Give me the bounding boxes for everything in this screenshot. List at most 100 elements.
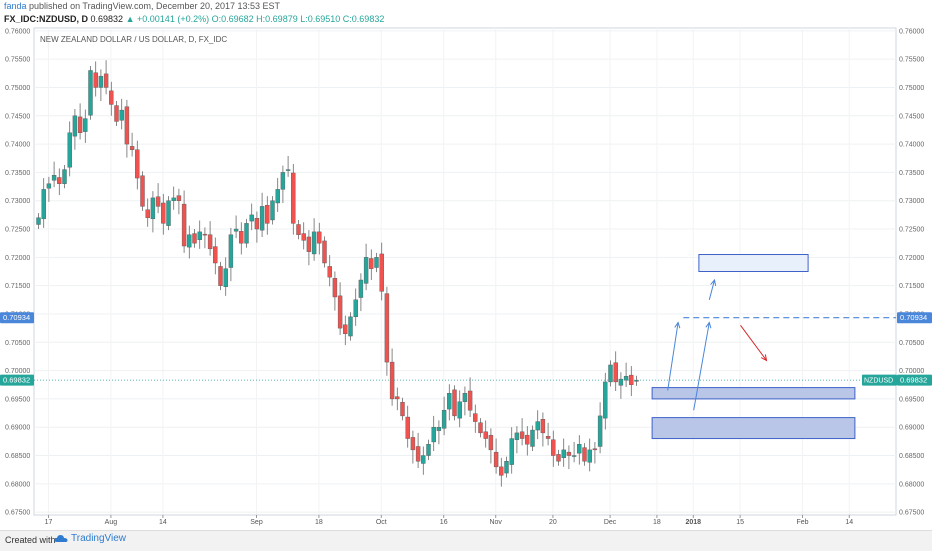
candle-body (540, 419, 546, 434)
high-value: H:0.69879 (256, 14, 298, 24)
candle-body (556, 454, 561, 462)
y-tick-label-right: 0.68500 (899, 453, 924, 460)
price-label-left (0, 374, 34, 386)
y-tick-label-right: 0.76000 (899, 28, 924, 35)
price-value-right: 0.69832 (900, 376, 927, 385)
candle-body (618, 378, 624, 386)
time-axis[interactable]: 17 Aug 14 Sep 18 Oct 16 Nov 20 Dec 18 2018 15 Feb 14 (34, 514, 896, 526)
candle-body (374, 257, 379, 268)
chart-header: fanda published on TradingView.com, Dece… (0, 0, 932, 28)
blue-arrow-upper-head (710, 278, 717, 286)
red-arrow-down-head (760, 354, 768, 362)
candle-body (150, 197, 156, 220)
candle-body (447, 393, 452, 410)
candle-body (421, 455, 426, 464)
candle-body (140, 175, 145, 207)
y-tick-label-right: 0.74500 (899, 113, 924, 120)
y-tick-label-left: 0.71500 (5, 283, 30, 290)
candle-body (603, 381, 608, 419)
y-tick-label-right: 0.69500 (899, 396, 924, 403)
candle-body (551, 439, 556, 456)
left-price-axis[interactable]: 0.67500 0.68000 0.68500 0.69000 0.69500 0.700… (5, 28, 30, 516)
low-value: L:0.69510 (300, 14, 341, 24)
y-tick-label-left: 0.72500 (5, 227, 30, 234)
candle-body (306, 236, 312, 252)
candle-body (88, 70, 93, 116)
x-tick-label: Feb (796, 519, 808, 526)
candle-body (462, 393, 468, 402)
tradingview-brand[interactable]: TradingView (54, 533, 126, 544)
y-tick-label-left: 0.70000 (5, 368, 30, 375)
y-tick-label-right: 0.70000 (899, 368, 924, 375)
candle-body (109, 90, 114, 105)
candle-body (166, 200, 171, 226)
grid-lines (34, 28, 896, 515)
candle-body (207, 234, 213, 250)
candle-body (337, 295, 343, 329)
candle-body (51, 175, 57, 181)
candle-body (285, 169, 291, 171)
symbol-legend: FX_IDC:NZDUSD, D 0.69832 ▲ +0.00141 (+0.… (4, 14, 384, 24)
y-tick-label-right: 0.73500 (899, 170, 924, 177)
candle-body (389, 361, 395, 400)
candle-body (452, 389, 457, 417)
candle-body (525, 434, 530, 445)
candle-body (181, 203, 187, 247)
level-value-left: 0.70934 (3, 313, 30, 322)
y-tick-label-right: 0.68000 (899, 481, 924, 488)
footer-bar: Created with TradingView (0, 530, 932, 551)
y-tick-label-right: 0.69000 (899, 425, 924, 432)
candle-body (155, 196, 161, 207)
author-link[interactable]: fanda (4, 1, 27, 11)
blue-arrow-upper (708, 279, 715, 300)
right-price-axis[interactable]: 0.67500 0.68000 0.68500 0.69000 0.69500 0.700… (899, 28, 924, 516)
candle-body (530, 429, 535, 447)
candle-body (317, 231, 322, 244)
y-tick-label-left: 0.74000 (5, 142, 30, 149)
candle-body (296, 224, 301, 235)
y-tick-label-right: 0.75500 (899, 57, 924, 64)
publish-info: fanda published on TradingView.com, Dece… (4, 1, 280, 11)
y-tick-label-right: 0.72000 (899, 255, 924, 262)
candle-body (514, 432, 520, 440)
x-tick-label: 20 (549, 519, 557, 526)
candle-body (265, 205, 270, 224)
candle-body (67, 132, 72, 168)
candle-body (353, 299, 358, 318)
x-tick-label: 14 (159, 519, 167, 526)
candle-body (46, 183, 52, 189)
candle-body (72, 115, 78, 137)
candle-body (119, 109, 124, 121)
x-tick-label: Sep (250, 519, 263, 526)
candlestick-series (36, 60, 639, 487)
candle-body (566, 451, 572, 456)
candle-body (457, 401, 462, 419)
candle-body (587, 449, 592, 463)
candle-body (244, 223, 249, 244)
candle-body (249, 214, 254, 222)
candle-body (405, 416, 410, 439)
candle-body (410, 437, 416, 451)
price-label-right (897, 374, 932, 386)
candle-body (343, 324, 348, 334)
y-tick-label-right: 0.70500 (899, 340, 924, 347)
candle-body (348, 316, 353, 337)
y-tick-label-right: 0.71500 (899, 283, 924, 290)
x-tick-label: Oct (376, 519, 387, 526)
symbol-tag (862, 374, 897, 386)
change-up-icon: ▲ (125, 14, 135, 24)
candle-body (223, 268, 228, 287)
candle-body (415, 446, 421, 462)
candle-body (597, 415, 603, 447)
candle-body (135, 149, 140, 179)
candle-body (369, 258, 374, 269)
candle-body (634, 380, 639, 382)
y-tick-label-left: 0.76000 (5, 28, 30, 35)
candle-body (363, 257, 369, 284)
candle-body (98, 75, 104, 88)
candle-body (145, 209, 150, 218)
candle-body (103, 73, 109, 88)
y-tick-label-left: 0.70500 (5, 340, 30, 347)
candle-body (57, 177, 62, 184)
